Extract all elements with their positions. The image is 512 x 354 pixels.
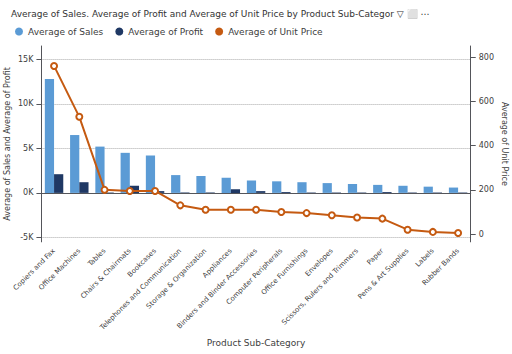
svg-text:800: 800 [479,53,494,62]
svg-text:Binders and Binder Accessories: Binders and Binder Accessories [175,247,259,331]
svg-text:400: 400 [479,141,494,150]
svg-text:-5K: -5K [20,233,34,242]
svg-text:Telephones and Communication: Telephones and Communication [98,247,184,332]
svg-text:Average of Unit Price: Average of Unit Price [500,102,509,186]
svg-text:Pens & Art Supplies: Pens & Art Supplies [356,247,410,301]
svg-text:Storage & Organization: Storage & Organization [144,247,209,311]
svg-text:600: 600 [479,97,494,106]
svg-text:Office Machines: Office Machines [37,247,82,292]
svg-text:Tables: Tables [86,247,108,269]
svg-text:10K: 10K [18,99,34,108]
svg-text:200: 200 [479,185,494,194]
svg-text:Paper: Paper [366,247,386,267]
svg-text:Office Furnishings: Office Furnishings [260,247,310,297]
svg-text:Computer Peripherals: Computer Peripherals [224,247,285,307]
svg-text:Rubber Bands: Rubber Bands [421,247,461,287]
svg-text:Average of Unit Price: Average of Unit Price [228,27,323,37]
svg-text:15K: 15K [18,55,34,64]
svg-text:Labels: Labels [414,247,436,269]
svg-text:Chairs & Chairmats: Chairs & Chairmats [79,247,133,301]
svg-text:Envelopes: Envelopes [303,247,335,278]
svg-text:Average of Sales. Average of P: Average of Sales. Average of Profit and … [11,8,429,19]
svg-text:Bookcases: Bookcases [126,247,158,279]
svg-text:0: 0 [479,230,484,239]
svg-text:Average of Profit: Average of Profit [128,27,203,37]
svg-text:Average of Sales and Average o: Average of Sales and Average of Profit [3,67,12,221]
svg-text:Product Sub-Category: Product Sub-Category [207,338,306,348]
svg-text:0K: 0K [23,188,34,197]
svg-text:Appliances: Appliances [201,247,234,280]
svg-text:Copiers and Fax: Copiers and Fax [12,247,57,292]
svg-text:5K: 5K [23,144,34,153]
svg-text:Scissors, Rulers and Trimmers: Scissors, Rulers and Trimmers [280,247,360,327]
svg-text:Average of Sales: Average of Sales [28,27,104,37]
